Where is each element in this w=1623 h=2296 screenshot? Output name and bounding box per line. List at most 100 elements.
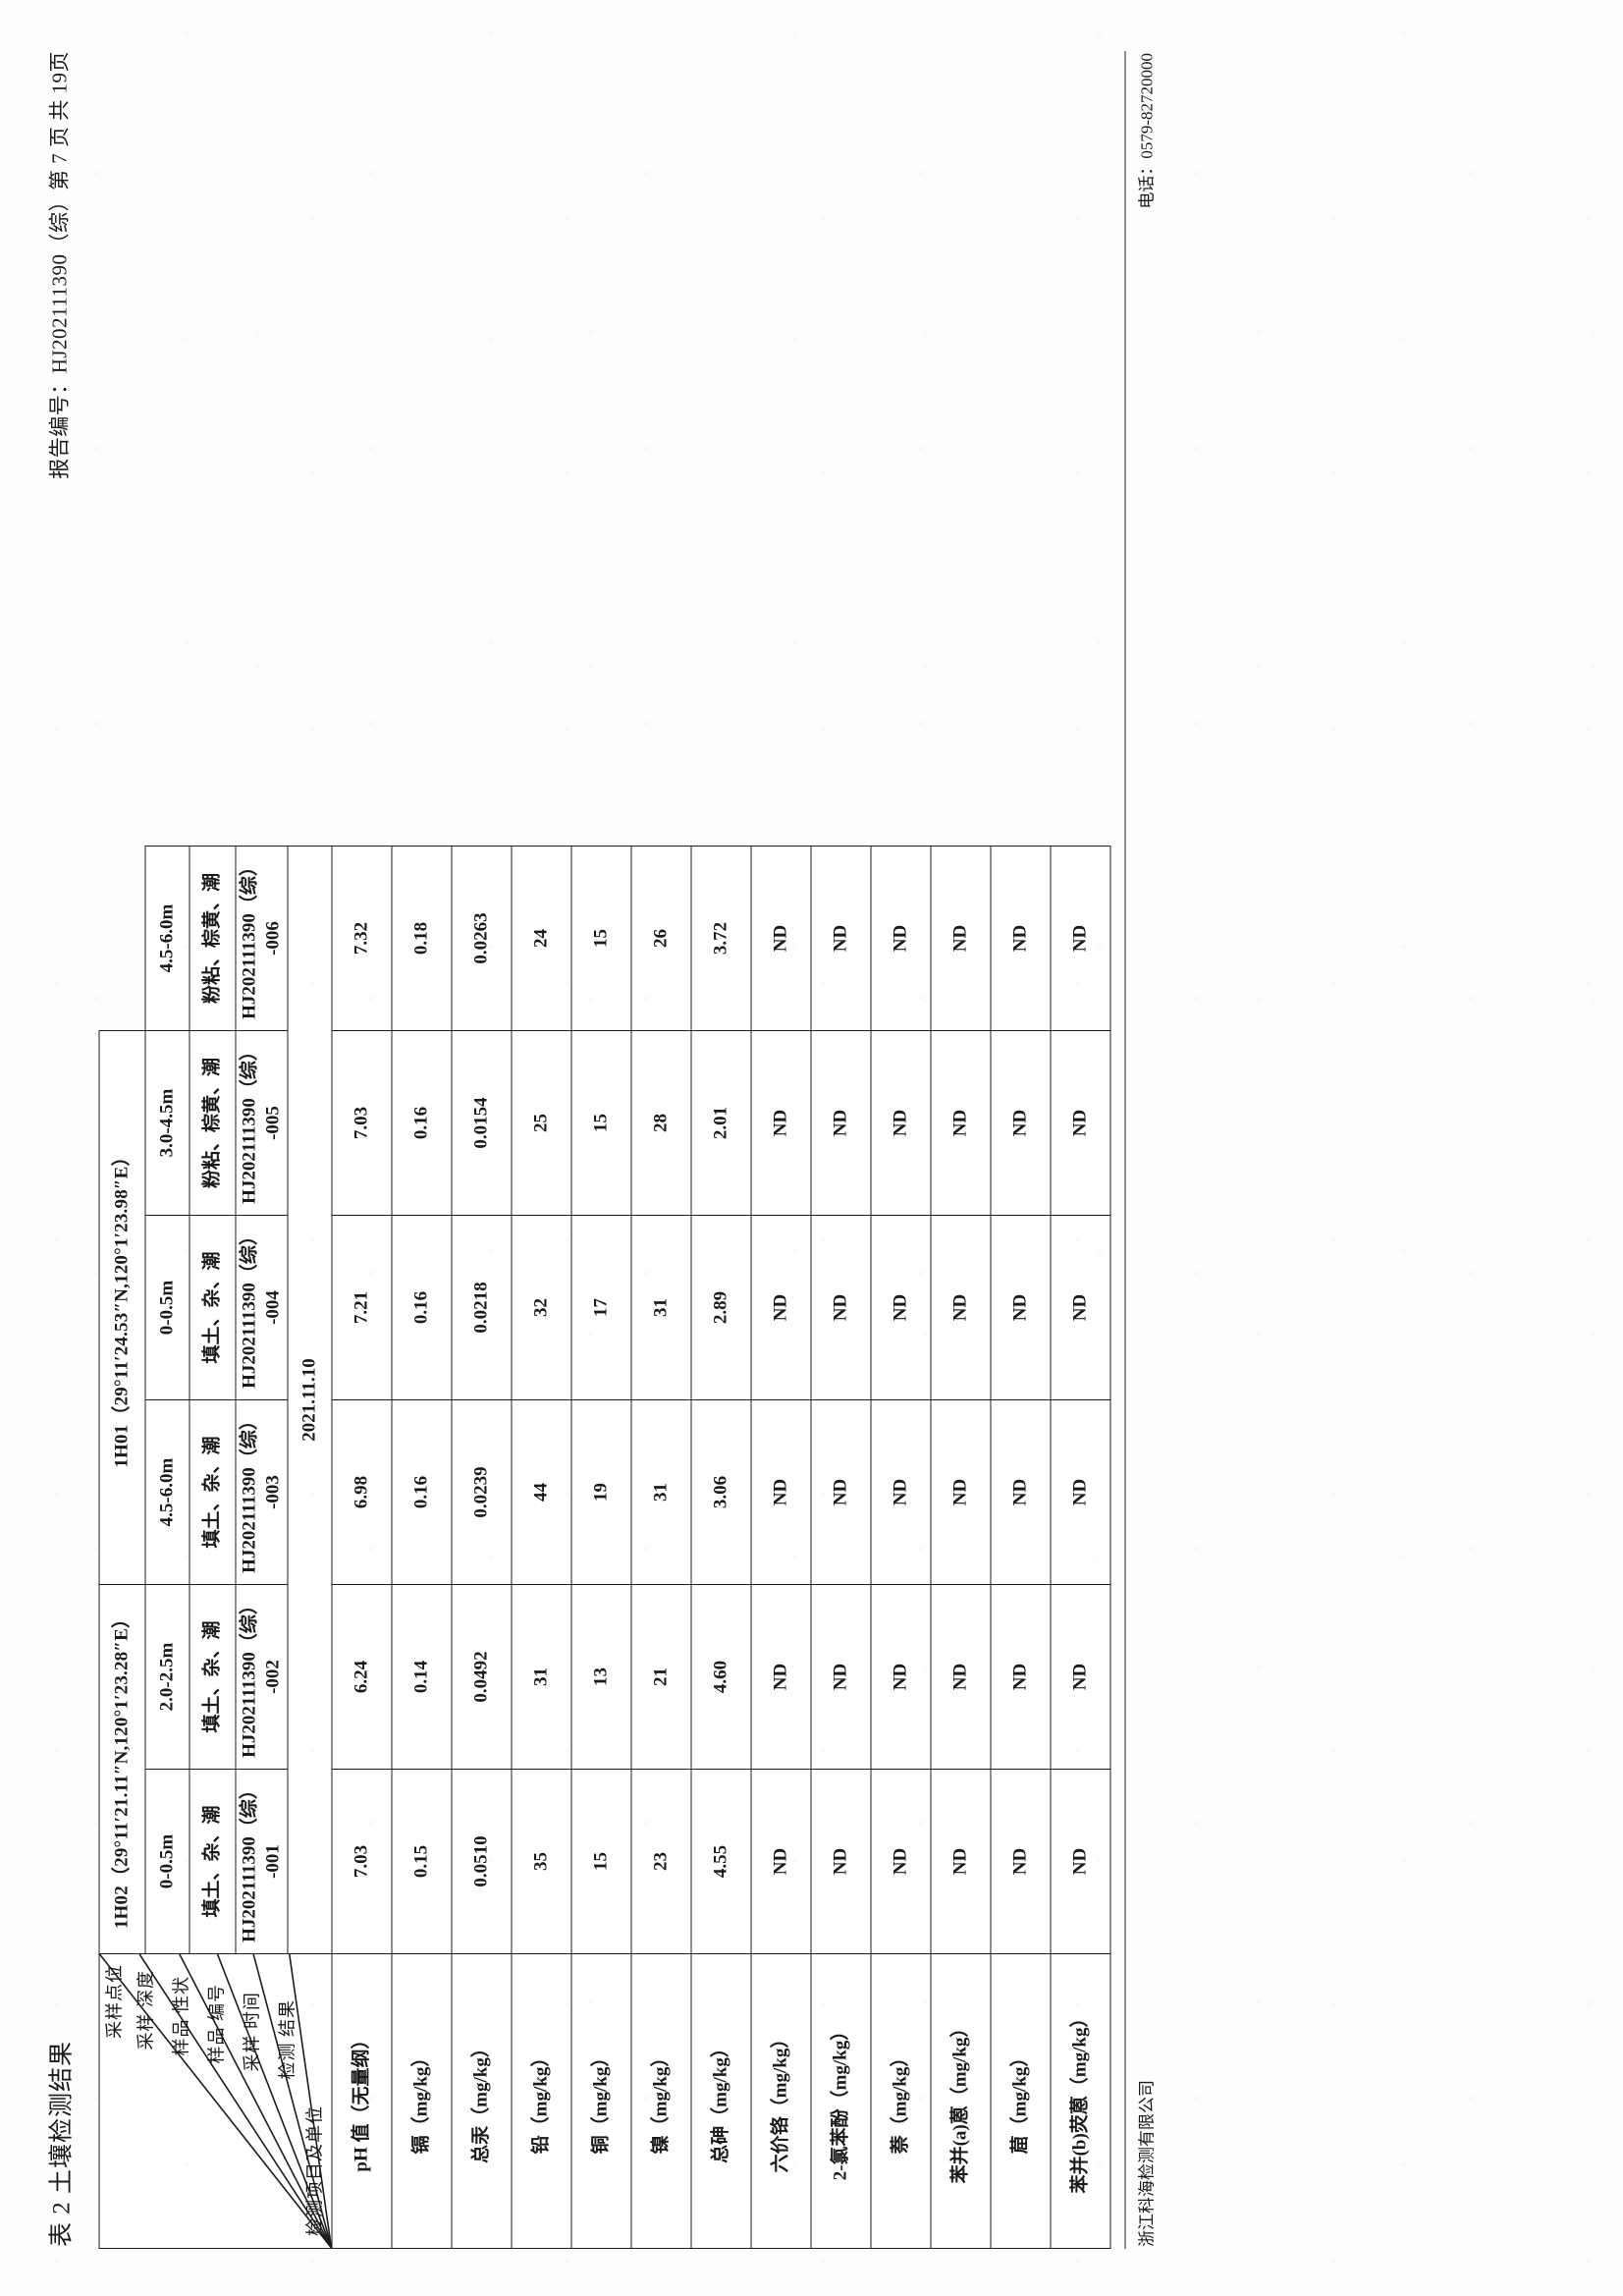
result-cell-r2-c1: 0.15 bbox=[391, 1769, 452, 1954]
sample-number-text: HJ202111390（综） -001 bbox=[239, 1780, 283, 1942]
result-cell-r9-c3: ND bbox=[810, 1399, 871, 1585]
depth-cell-2: 2.0-2.5m bbox=[144, 1584, 189, 1770]
diagonal-header-cell: 采样点位 采样 深度 样品 性状 样品 编号 采样 时间 检测 结果 检测项目及单位 bbox=[98, 1953, 332, 2249]
analyte-label-5: 铜（mg/kg） bbox=[570, 1953, 631, 2249]
sample-number-cell-5: HJ202111390（综） -005 bbox=[235, 1030, 288, 1216]
sample-number-text: HJ202111390（综） -004 bbox=[239, 1227, 283, 1389]
result-cell-r8-c4: ND bbox=[750, 1215, 811, 1400]
table-row: 总汞（mg/kg） 0.0510 0.0492 0.0239 0.0218 0.0154 0… bbox=[451, 846, 512, 2249]
result-cell-r9-c6: ND bbox=[810, 846, 871, 1031]
analyte-label-7: 总砷（mg/kg） bbox=[690, 1953, 751, 2249]
corner-label-sampling-point: 采样点位 bbox=[104, 1964, 124, 2039]
corner-label-result: 检测 结果 bbox=[277, 1999, 297, 2080]
table-row: 铜（mg/kg） 15 13 19 17 15 15 bbox=[570, 846, 631, 2249]
depth-cell-1: 0-0.5m bbox=[144, 1769, 189, 1954]
depth-cell-4: 0-0.5m bbox=[144, 1215, 189, 1400]
result-cell-r3-c6: 0.0263 bbox=[451, 846, 512, 1031]
result-cell-r9-c2: ND bbox=[810, 1584, 871, 1770]
sample-number-text: HJ202111390（综） -006 bbox=[239, 857, 283, 1019]
result-cell-r5-c3: 19 bbox=[570, 1399, 631, 1585]
result-cell-r11-c5: ND bbox=[930, 1030, 991, 1216]
result-cell-r4-c2: 31 bbox=[511, 1584, 571, 1770]
result-cell-r9-c4: ND bbox=[810, 1215, 871, 1400]
analyte-label-8: 六价铬（mg/kg） bbox=[750, 1953, 811, 2249]
report-number: 报告编号：HJ202111390（综）第 7 页 共 19页 bbox=[47, 51, 71, 479]
result-cell-r2-c4: 0.16 bbox=[391, 1215, 452, 1400]
corner-label-sample-number: 样品 编号 bbox=[206, 1984, 226, 2064]
result-cell-r11-c1: ND bbox=[930, 1769, 991, 1954]
result-cell-r7-c6: 3.72 bbox=[690, 846, 751, 1031]
result-cell-r5-c1: 15 bbox=[570, 1769, 631, 1954]
diagonal-lines-icon bbox=[99, 1954, 331, 2248]
table-row: 采样点位 采样 深度 样品 性状 样品 编号 采样 时间 检测 结果 检测项目及单位 1H02… bbox=[98, 847, 332, 2249]
result-cell-r11-c4: ND bbox=[930, 1215, 991, 1400]
telephone: 电话：0579-82720000 bbox=[1137, 53, 1156, 209]
result-cell-r2-c6: 0.18 bbox=[391, 846, 452, 1031]
analyte-label-9: 2-氯苯酚（mg/kg） bbox=[810, 1953, 871, 2249]
result-cell-r4-c5: 25 bbox=[511, 1030, 571, 1216]
page-header: 表 2 土壤检测结果 报告编号：HJ202111390（综）第 7 页 共 19… bbox=[35, 43, 88, 2253]
result-cell-r9-c1: ND bbox=[810, 1769, 871, 1954]
result-cell-r8-c1: ND bbox=[750, 1769, 811, 1954]
table-row: 萘（mg/kg） ND ND ND ND ND ND bbox=[870, 846, 931, 2249]
result-cell-r13-c5: ND bbox=[1050, 1030, 1110, 1216]
result-cell-r10-c6: ND bbox=[870, 846, 931, 1031]
footer-divider bbox=[1124, 51, 1125, 2249]
result-cell-r8-c2: ND bbox=[750, 1584, 811, 1770]
table-row: 总砷（mg/kg） 4.55 4.60 3.06 2.89 2.01 3.72 bbox=[690, 846, 751, 2249]
result-cell-r4-c1: 35 bbox=[511, 1769, 571, 1954]
table-row: pH 值（无量纲） 7.03 6.24 6.98 7.21 7.03 7.32 bbox=[331, 846, 392, 2249]
result-cell-r11-c2: ND bbox=[930, 1584, 991, 1770]
analyte-label-4: 铅（mg/kg） bbox=[511, 1953, 571, 2249]
result-cell-r13-c6: ND bbox=[1050, 846, 1110, 1031]
sample-number-cell-2: HJ202111390（综） -002 bbox=[235, 1584, 288, 1770]
result-cell-r12-c2: ND bbox=[990, 1584, 1051, 1770]
texture-cell-6: 粉粘、棕黄、潮 bbox=[189, 846, 236, 1031]
result-cell-r7-c4: 2.89 bbox=[690, 1215, 751, 1400]
sampling-time-cell: 2021.11.10 bbox=[287, 846, 332, 1954]
result-cell-r1-c2: 6.24 bbox=[331, 1584, 392, 1770]
result-cell-r5-c2: 13 bbox=[570, 1584, 631, 1770]
depth-cell-5: 3.0-4.5m bbox=[144, 1030, 189, 1216]
result-cell-r12-c3: ND bbox=[990, 1399, 1051, 1585]
analyte-label-2: 镉（mg/kg） bbox=[391, 1953, 452, 2249]
result-cell-r7-c5: 2.01 bbox=[690, 1030, 751, 1216]
corner-label-item-unit: 检测项目及单位 bbox=[303, 2105, 324, 2236]
depth-cell-6: 4.5-6.0m bbox=[144, 846, 189, 1031]
result-cell-r9-c5: ND bbox=[810, 1030, 871, 1216]
texture-cell-4: 填土、杂、潮 bbox=[189, 1215, 236, 1400]
corner-label-sample-texture: 样品 性状 bbox=[171, 1976, 190, 2056]
result-cell-r12-c4: ND bbox=[990, 1215, 1051, 1400]
result-cell-r4-c3: 44 bbox=[511, 1399, 571, 1585]
result-cell-r13-c2: ND bbox=[1050, 1584, 1110, 1770]
table-row: 2-氯苯酚（mg/kg） ND ND ND ND ND ND bbox=[810, 846, 871, 2249]
result-cell-r5-c4: 17 bbox=[570, 1215, 631, 1400]
depth-cell-3: 4.5-6.0m bbox=[144, 1399, 189, 1585]
sample-number-text: HJ202111390（综） -003 bbox=[239, 1411, 283, 1573]
page-title: 表 2 土壤检测结果 bbox=[48, 2040, 75, 2247]
result-cell-r3-c2: 0.0492 bbox=[451, 1584, 512, 1770]
result-cell-r12-c6: ND bbox=[990, 846, 1051, 1031]
company-name: 浙江科海检测有限公司 bbox=[1137, 2080, 1156, 2247]
texture-cell-5: 粉粘、棕黄、潮 bbox=[189, 1030, 236, 1216]
result-cell-r12-c1: ND bbox=[990, 1769, 1051, 1954]
analyte-label-1: pH 值（无量纲） bbox=[331, 1953, 392, 2249]
table-row: 苯并(b)荧蒽（mg/kg） ND ND ND ND ND ND bbox=[1050, 846, 1110, 2249]
analyte-label-10: 萘（mg/kg） bbox=[870, 1953, 931, 2249]
result-cell-r7-c2: 4.60 bbox=[690, 1584, 751, 1770]
sample-number-cell-4: HJ202111390（综） -004 bbox=[235, 1215, 288, 1400]
result-cell-r3-c5: 0.0154 bbox=[451, 1030, 512, 1216]
result-cell-r2-c5: 0.16 bbox=[391, 1030, 452, 1216]
result-cell-r3-c4: 0.0218 bbox=[451, 1215, 512, 1400]
result-cell-r4-c4: 32 bbox=[511, 1215, 571, 1400]
result-cell-r1-c5: 7.03 bbox=[331, 1030, 392, 1216]
texture-cell-3: 填土、杂、潮 bbox=[189, 1399, 236, 1585]
analyte-label-11: 苯并(a)蒽（mg/kg） bbox=[930, 1953, 991, 2249]
site-header-1: 1H02（29°11′21.11″N,120°1′23.28″E） bbox=[98, 1584, 145, 1954]
result-cell-r3-c1: 0.0510 bbox=[451, 1769, 512, 1954]
corner-label-sampling-time: 采样 时间 bbox=[242, 1992, 261, 2072]
result-cell-r7-c3: 3.06 bbox=[690, 1399, 751, 1585]
result-cell-r1-c6: 7.32 bbox=[331, 846, 392, 1031]
table-row: 镍（mg/kg） 23 21 31 31 28 26 bbox=[630, 846, 691, 2249]
